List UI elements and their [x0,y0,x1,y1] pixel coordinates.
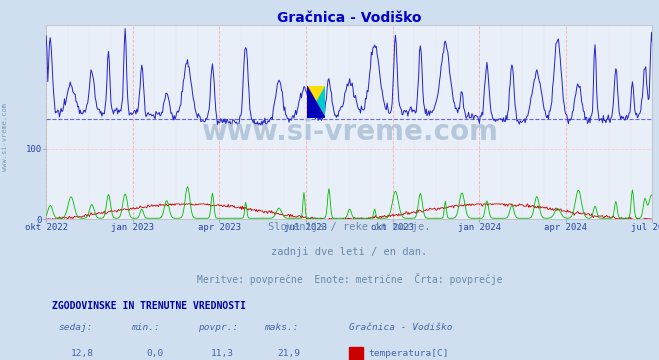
FancyBboxPatch shape [349,347,362,360]
Text: maks.:: maks.: [264,323,299,332]
Text: www.si-vreme.com: www.si-vreme.com [1,103,8,171]
Text: ZGODOVINSKE IN TRENUTNE VREDNOSTI: ZGODOVINSKE IN TRENUTNE VREDNOSTI [52,301,246,311]
Text: Meritve: povprečne  Enote: metrične  Črta: povprečje: Meritve: povprečne Enote: metrične Črta:… [196,273,502,285]
Text: 0,0: 0,0 [147,349,164,358]
Text: www.si-vreme.com: www.si-vreme.com [201,118,498,146]
Text: min.:: min.: [131,323,159,332]
Text: temperatura[C]: temperatura[C] [368,349,449,358]
Text: povpr.:: povpr.: [198,323,238,332]
Polygon shape [307,86,326,118]
Text: 11,3: 11,3 [210,349,233,358]
Polygon shape [307,86,326,118]
Title: Gračnica - Vodiško: Gračnica - Vodiško [277,11,422,25]
Text: sedaj:: sedaj: [58,323,93,332]
Text: Gračnica - Vodiško: Gračnica - Vodiško [349,323,453,332]
Text: 21,9: 21,9 [277,349,300,358]
Text: zadnji dve leti / en dan.: zadnji dve leti / en dan. [271,247,428,257]
Text: 12,8: 12,8 [71,349,94,358]
Text: Slovenija / reke in morje.: Slovenija / reke in morje. [268,222,430,232]
Polygon shape [307,86,326,118]
